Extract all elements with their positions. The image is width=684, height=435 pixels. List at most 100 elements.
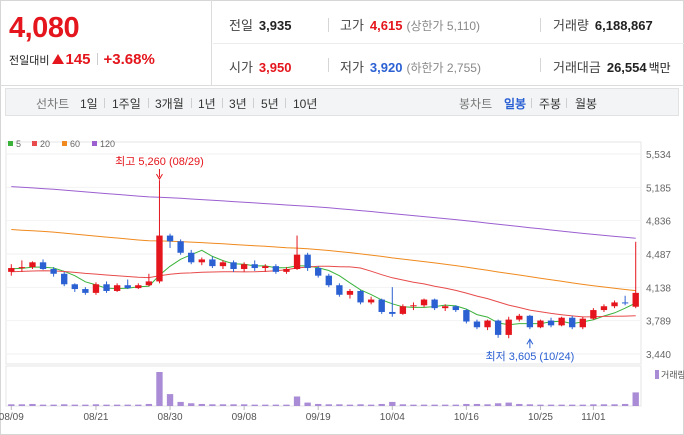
- candle-body: [346, 290, 354, 295]
- volume-bar: [600, 404, 608, 406]
- candle-body: [399, 306, 407, 314]
- x-tick-label: 10/16: [454, 412, 479, 423]
- volume-legend-swatch: [655, 370, 659, 379]
- candle-body: [145, 281, 153, 286]
- lower-limit: (하한가 2,755): [406, 61, 481, 75]
- high-arrow-icon: [156, 173, 163, 181]
- candle-body: [611, 302, 618, 307]
- candle-body: [558, 317, 565, 326]
- volume-bar: [113, 404, 121, 406]
- divider: [191, 98, 192, 108]
- candle-body: [600, 306, 608, 311]
- volume-bar: [336, 404, 343, 406]
- trade-value-label: 거래대금: [553, 60, 601, 75]
- period-1w[interactable]: 1주일: [112, 97, 141, 111]
- legend-swatch: [32, 141, 37, 146]
- legend-label: 120: [100, 139, 115, 149]
- volume-bar: [103, 404, 110, 406]
- candle-body: [378, 299, 385, 312]
- volume-bar: [558, 404, 565, 406]
- period-3m[interactable]: 3개월: [155, 97, 184, 111]
- candle-body: [39, 262, 47, 269]
- candle-weekly[interactable]: 주봉: [539, 97, 562, 111]
- y-tick-label: 5,185: [646, 183, 671, 194]
- trade-value: 거래대금 26,554 백만: [553, 57, 671, 76]
- candle-body: [325, 275, 332, 286]
- volume-bar: [325, 404, 332, 406]
- volume-bar: [124, 404, 131, 406]
- volume-bar: [611, 404, 618, 406]
- candle-body: [463, 310, 470, 322]
- candle-body: [71, 284, 78, 290]
- divider: [253, 98, 254, 108]
- volume-bar: [272, 404, 280, 406]
- candle-body: [537, 320, 544, 328]
- upper-limit: (상한가 5,110): [406, 19, 481, 33]
- candle-body: [632, 292, 639, 307]
- candle-body: [494, 320, 502, 335]
- period-1y[interactable]: 1년: [198, 97, 216, 111]
- chart-toolbar: 선차트 1일 1주일 3개월 1년 3년 5년 10년 봉차트 일봉 주봉 월봉: [5, 88, 679, 116]
- candle-daily[interactable]: 일봉: [504, 97, 527, 111]
- trade-value-unit: 백만: [648, 61, 671, 75]
- volume-bar: [505, 402, 512, 406]
- high-value: 4,615: [369, 18, 403, 33]
- y-tick-label: 3,789: [646, 317, 671, 328]
- x-tick-label: 09/08: [232, 412, 257, 423]
- volume-bar: [8, 404, 15, 406]
- candle-body: [156, 235, 163, 282]
- change-label: 전일대비: [9, 55, 50, 67]
- candle-body: [452, 306, 459, 311]
- volume-bar: [156, 372, 163, 406]
- volume-bar: [346, 404, 354, 406]
- trade-value-amount: 26,554: [606, 60, 647, 75]
- volume-bar: [569, 404, 576, 406]
- open-price: 시가 3,950: [229, 57, 291, 76]
- divider: [96, 53, 98, 65]
- volume-bar: [251, 404, 258, 406]
- volume-bar: [304, 402, 311, 406]
- volume-bar: [442, 404, 449, 406]
- period-3y[interactable]: 3년: [229, 97, 247, 111]
- period-5y[interactable]: 5년: [261, 97, 279, 111]
- candle-body: [209, 259, 216, 267]
- candle-body: [8, 268, 15, 272]
- candle-body: [61, 273, 68, 285]
- volume-value: 6,188,867: [594, 18, 653, 33]
- open-label: 시가: [229, 60, 253, 75]
- period-10y[interactable]: 10년: [293, 97, 318, 111]
- volume-bar: [50, 404, 57, 406]
- volume-bar: [484, 404, 491, 406]
- volume-bar: [135, 404, 142, 406]
- volume-bar: [494, 403, 502, 406]
- volume-bar: [209, 404, 216, 406]
- candle-body: [579, 318, 586, 328]
- candle-body: [420, 299, 428, 306]
- prev-close-label: 전일: [229, 18, 253, 33]
- change-value: 145: [65, 51, 91, 68]
- volume-bar: [367, 404, 375, 406]
- period-1d[interactable]: 1일: [80, 97, 98, 111]
- volume-bar: [188, 403, 195, 406]
- candle-body: [526, 315, 534, 328]
- low-price: 저가 3,920 (하한가 2,755): [340, 57, 481, 76]
- divider: [566, 98, 567, 108]
- price-change: 전일대비 145 +3.68%: [9, 51, 155, 68]
- candle-body: [177, 241, 184, 253]
- candle-body: [124, 285, 131, 289]
- volume-bar: [621, 403, 629, 406]
- prev-close: 전일 3,935: [229, 15, 291, 34]
- volume-bar: [632, 392, 639, 406]
- candle-body: [590, 310, 597, 319]
- candle-body: [166, 235, 174, 242]
- volume-bar: [399, 404, 407, 406]
- volume-bar: [431, 404, 438, 406]
- candle-monthly[interactable]: 월봉: [575, 97, 598, 111]
- low-label: 저가: [340, 60, 364, 75]
- volume-bar: [18, 404, 26, 406]
- divider: [531, 98, 532, 108]
- candle-body: [103, 284, 110, 291]
- y-tick-label: 4,487: [646, 250, 671, 261]
- candle-body: [82, 289, 89, 293]
- candle-body: [315, 268, 322, 276]
